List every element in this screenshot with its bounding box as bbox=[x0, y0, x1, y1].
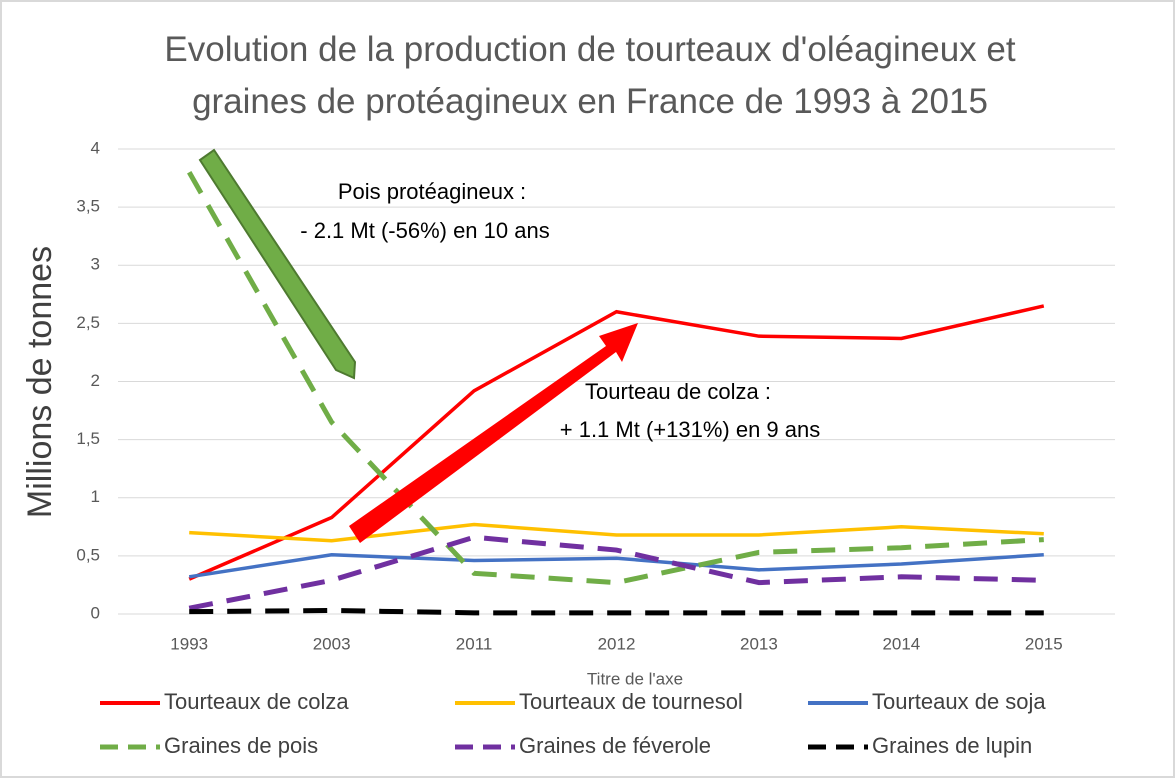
x-tick-label: 2003 bbox=[313, 634, 351, 653]
series-line bbox=[189, 608, 1044, 616]
x-tick-label: 1993 bbox=[170, 634, 208, 653]
series-line bbox=[188, 534, 1044, 611]
pois-arrow bbox=[198, 148, 357, 380]
legend-label: Tourteaux de soja bbox=[872, 689, 1046, 714]
y-tick-label: 1,5 bbox=[76, 429, 100, 448]
y-tick-label: 0 bbox=[91, 603, 100, 622]
legend-label: Graines de lupin bbox=[872, 733, 1032, 758]
y-tick-label: 4 bbox=[91, 138, 100, 157]
series-line bbox=[189, 522, 1044, 543]
y-tick-label: 1 bbox=[91, 487, 100, 506]
annotation: Pois protéagineux : bbox=[338, 179, 526, 204]
legend-label: Graines de féverole bbox=[519, 733, 711, 758]
y-tick-label: 3 bbox=[91, 255, 100, 274]
legend: Tourteaux de colza Tourteaux de tournesol… bbox=[100, 689, 1046, 758]
annotation: - 2.1 Mt (-56%) en 10 ans bbox=[300, 218, 549, 243]
x-tick-label: 2012 bbox=[598, 634, 636, 653]
series-line bbox=[188, 552, 1044, 579]
legend-label: Tourteaux de tournesol bbox=[519, 689, 743, 714]
x-tick-label: 2011 bbox=[456, 634, 493, 653]
y-tick-label: 0,5 bbox=[76, 545, 100, 564]
annotation: Tourteau de colza : bbox=[585, 379, 771, 404]
x-tick-label: 2015 bbox=[1025, 634, 1063, 653]
series-line bbox=[187, 171, 1044, 586]
x-tick-label: 2014 bbox=[882, 634, 920, 653]
y-tick-label: 3,5 bbox=[76, 197, 100, 216]
y-axis-label: Millions de tonnes bbox=[21, 246, 59, 518]
legend-label: Graines de pois bbox=[164, 733, 318, 758]
x-tick-label: 2013 bbox=[740, 634, 778, 653]
y-tick-label: 2 bbox=[91, 371, 100, 390]
legend-label: Tourteaux de colza bbox=[164, 689, 349, 714]
lines bbox=[187, 171, 1045, 616]
chart-title: Evolution de la production de tourteaux … bbox=[164, 30, 1016, 121]
y-tick-label: 2,5 bbox=[76, 313, 100, 332]
colza-arrow bbox=[349, 323, 638, 543]
series-line bbox=[188, 304, 1045, 581]
annotation: + 1.1 Mt (+131%) en 9 ans bbox=[560, 417, 821, 442]
x-axis-label: Titre de l'axe bbox=[587, 669, 683, 688]
